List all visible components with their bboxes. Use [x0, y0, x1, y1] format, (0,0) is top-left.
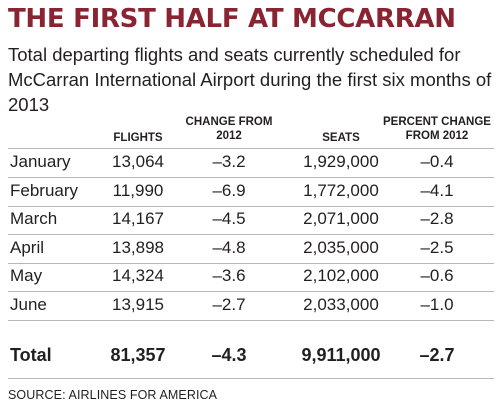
flights-change-value: –3.2 — [212, 152, 246, 171]
seats-value: 2,033,000 — [303, 294, 379, 314]
flights-value: 13,898 — [112, 237, 164, 257]
month-label: June — [10, 294, 47, 314]
seats-percent-change-value: –0.6 — [420, 266, 454, 285]
flights-value: 11,990 — [112, 180, 164, 200]
seats-percent-change-value: –4.1 — [420, 180, 454, 200]
month-label: January — [10, 152, 71, 171]
header-rule — [8, 148, 494, 149]
flights-value: 14,167 — [112, 209, 164, 228]
total-flights-value: 81,357 — [110, 345, 166, 365]
row-rule — [8, 291, 494, 292]
flights-change-value: –6.9 — [212, 180, 246, 200]
month-label: May — [10, 266, 43, 285]
column-header-percent-change: PERCENT CHANGE FROM 2012 — [383, 116, 491, 142]
row-rule — [8, 262, 494, 264]
seats-percent-change-value: –0.4 — [420, 152, 454, 171]
row-rule — [8, 319, 494, 321]
seats-value: 2,102,000 — [303, 266, 379, 285]
seats-value: 2,035,000 — [303, 237, 379, 257]
flights-change-value: –2.7 — [212, 294, 246, 314]
seats-percent-change-value: –1.0 — [420, 294, 454, 314]
chart-subtitle: Total departing flights and seats curren… — [8, 44, 492, 115]
row-rule — [8, 205, 494, 207]
seats-value: 1,929,000 — [303, 152, 379, 171]
total-label: Total — [10, 345, 52, 365]
flights-value: 13,064 — [112, 152, 164, 171]
total-flights-change-value: –4.3 — [211, 345, 247, 365]
seats-percent-change-value: –2.5 — [420, 237, 454, 257]
total-percent-change-value: –2.7 — [419, 345, 455, 365]
month-label: February — [10, 180, 79, 200]
seats-value: 2,071,000 — [303, 209, 379, 228]
flights-value: 13,915 — [112, 294, 164, 314]
flights-change-value: –4.8 — [212, 237, 246, 257]
flights-change-value: –4.5 — [212, 209, 246, 228]
total-seats-value: 9,911,000 — [301, 345, 381, 365]
seats-value: 1,772,000 — [303, 180, 379, 200]
chart-title: THE FIRST HALF AT MCCARRAN — [8, 4, 456, 34]
seats-percent-change-value: –2.8 — [420, 209, 454, 228]
flights-value: 14,324 — [112, 266, 164, 285]
total-rule — [8, 378, 494, 379]
column-header-change: CHANGE FROM 2012 — [185, 116, 273, 142]
month-label: April — [10, 237, 45, 257]
month-label: March — [10, 209, 58, 228]
source-note: SOURCE: AIRLINES FOR AMERICA — [8, 388, 218, 402]
row-rule — [8, 234, 494, 235]
row-rule — [8, 177, 494, 178]
column-header-flights: FLIGHTS — [113, 132, 163, 144]
flights-change-value: –3.6 — [212, 266, 246, 285]
column-header-seats: SEATS — [322, 132, 360, 144]
